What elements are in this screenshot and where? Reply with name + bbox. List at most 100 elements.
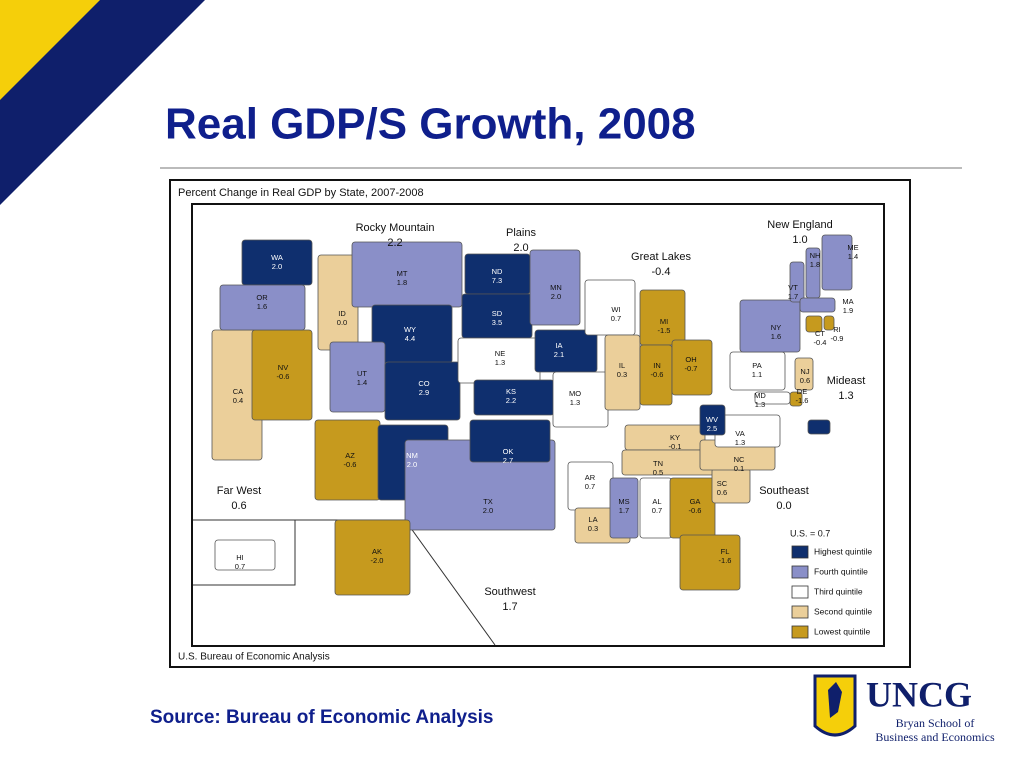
- state-abbr: OK: [503, 447, 514, 456]
- legend-label: Second quintile: [814, 606, 872, 616]
- state-value: 1.1: [752, 370, 762, 379]
- state-abbr: KS: [506, 387, 516, 396]
- state-value: 1.3: [495, 358, 505, 367]
- region-value: 1.0: [792, 234, 807, 246]
- state-value: 0.3: [588, 524, 598, 533]
- state-abbr: AZ: [345, 451, 355, 460]
- state-shape: [754, 391, 791, 405]
- state-abbr: ND: [492, 267, 503, 276]
- state-shape: [794, 357, 814, 391]
- state-shape: [529, 249, 581, 326]
- state-abbr: NE: [495, 349, 505, 358]
- state-abbr: MI: [660, 317, 668, 326]
- state-shape: [384, 361, 461, 421]
- state-value: 0.4: [233, 396, 243, 405]
- state-abbr: CO: [418, 379, 429, 388]
- us-note: U.S. = 0.7: [790, 528, 830, 538]
- state-value: 2.0: [407, 460, 417, 469]
- logo: UNCG Bryan School of Business and Econom…: [813, 674, 995, 744]
- state-value: 0.5: [653, 468, 663, 477]
- state-shape: [805, 315, 823, 333]
- logo-line: Bryan School of: [896, 716, 975, 730]
- state-value: -0.6: [344, 460, 357, 469]
- state-shape: [214, 539, 276, 571]
- legend-label: Fourth quintile: [814, 566, 868, 576]
- state-value: 0.6: [800, 376, 810, 385]
- state-shape: [821, 234, 853, 291]
- state-abbr: NH: [810, 251, 821, 260]
- state-value: 2.1: [554, 350, 564, 359]
- legend-swatch: [791, 605, 809, 619]
- state-abbr: VT: [788, 283, 798, 292]
- state-value: 2.0: [551, 292, 561, 301]
- state-value: 3.0: [835, 432, 845, 441]
- state-value: 0.1: [734, 464, 744, 473]
- state-abbr: MA: [842, 297, 853, 306]
- state-abbr: UT: [357, 369, 367, 378]
- inset-divider: [193, 520, 296, 586]
- state-value: 1.4: [848, 252, 858, 261]
- state-shape: [219, 284, 306, 331]
- state-value: 2.5: [707, 424, 717, 433]
- state-value: 1.8: [397, 278, 407, 287]
- state-shape: [823, 315, 835, 331]
- state-shape: [609, 477, 639, 539]
- state-abbr: LA: [588, 515, 597, 524]
- state-shape: [807, 419, 831, 435]
- legend-swatch: [791, 545, 809, 559]
- state-abbr: NJ: [800, 367, 809, 376]
- state-abbr: IN: [653, 361, 661, 370]
- state-value: 2.9: [419, 388, 429, 397]
- state-abbr: DC: [835, 423, 846, 432]
- legend-swatch: [791, 565, 809, 579]
- state-shape: [679, 534, 741, 591]
- state-abbr: TX: [483, 497, 493, 506]
- state-abbr: TN: [653, 459, 663, 468]
- slide-title: Real GDP/S Growth, 2008: [165, 100, 696, 149]
- state-value: 1.6: [771, 332, 781, 341]
- state-value: 1.9: [843, 306, 853, 315]
- region-value: 1.7: [502, 601, 517, 613]
- state-abbr: FL: [721, 547, 730, 556]
- state-abbr: MD: [754, 391, 766, 400]
- state-shape: [469, 419, 551, 463]
- state-abbr: DE: [797, 387, 807, 396]
- state-abbr: OR: [256, 293, 268, 302]
- region-value: 0.6: [231, 500, 246, 512]
- state-value: 0.3: [617, 370, 627, 379]
- state-value: 2.7: [503, 456, 513, 465]
- state-value: 7.3: [492, 276, 502, 285]
- state-abbr: ME: [847, 243, 858, 252]
- state-value: 0.6: [717, 488, 727, 497]
- state-shape: [671, 339, 713, 396]
- legend-swatch: [791, 585, 809, 599]
- corner-navy: [0, 0, 205, 205]
- states: [211, 234, 853, 596]
- state-value: -1.6: [719, 556, 732, 565]
- state-abbr: CT: [815, 329, 825, 338]
- state-value: -0.4: [814, 338, 827, 347]
- state-abbr: IL: [619, 361, 625, 370]
- state-shape: [552, 371, 609, 428]
- state-abbr: MN: [550, 283, 562, 292]
- state-abbr: PA: [752, 361, 761, 370]
- state-value: 2.0: [272, 262, 282, 271]
- region-name: Southwest: [484, 586, 535, 598]
- region-value: 2.2: [387, 237, 402, 249]
- region-name: New England: [767, 219, 832, 231]
- state-shape: [739, 299, 801, 353]
- state-abbr: MT: [397, 269, 408, 278]
- state-abbr: NV: [278, 363, 288, 372]
- legend-label: Third quintile: [814, 586, 863, 596]
- state-shape: [334, 519, 411, 596]
- legend-swatch: [791, 625, 809, 639]
- state-value: -0.9: [831, 334, 844, 343]
- state-shape: [584, 279, 636, 336]
- state-abbr: WV: [706, 415, 718, 424]
- state-shape: [789, 261, 805, 303]
- state-abbr: WY: [404, 325, 416, 334]
- state-value: -0.1: [669, 442, 682, 451]
- state-value: 0.7: [235, 562, 245, 571]
- state-value: -0.6: [277, 372, 290, 381]
